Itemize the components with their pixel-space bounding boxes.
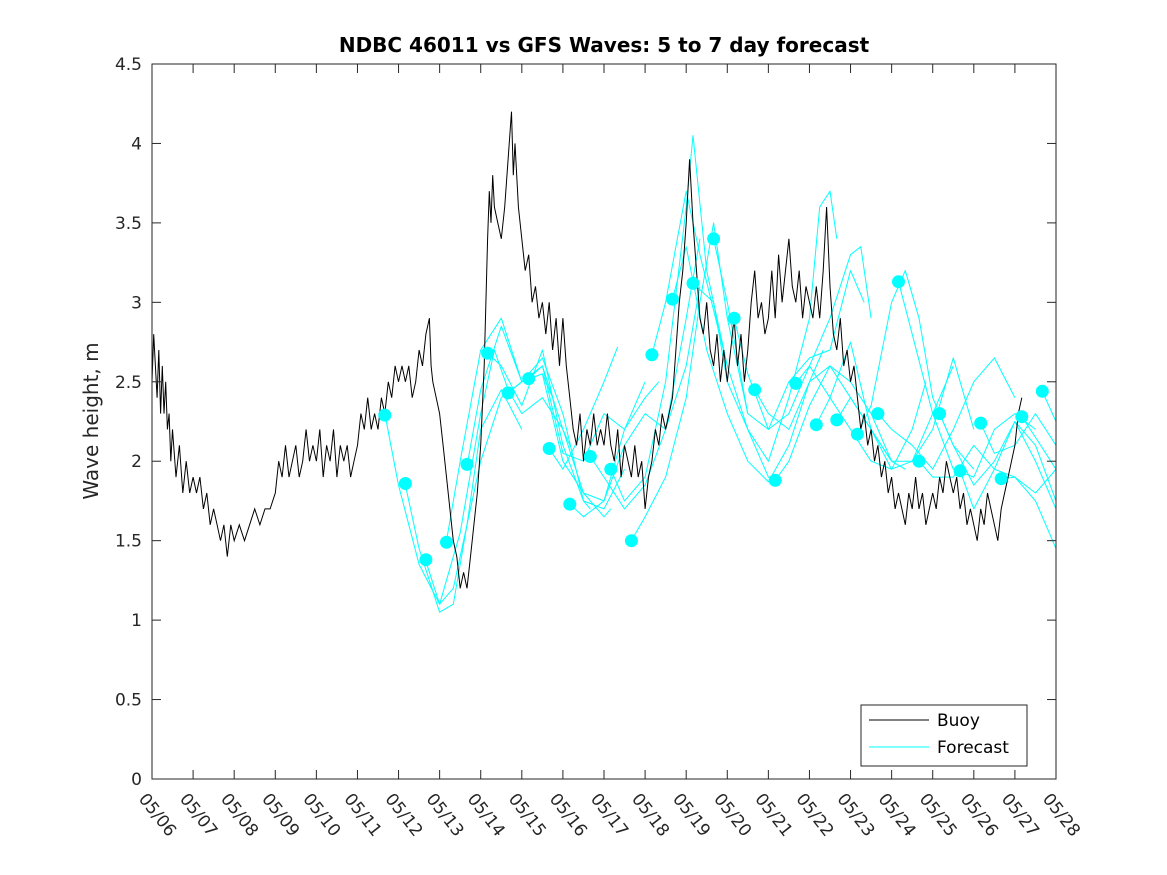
y-tick-label: 2.5 [115, 373, 142, 393]
forecast-line [1021, 416, 1056, 470]
legend-forecast-label: Forecast [937, 738, 1009, 758]
forecast-marker [707, 232, 721, 246]
forecast-marker [440, 535, 453, 549]
forecast-line [918, 444, 1056, 494]
legend-box [860, 704, 1028, 767]
forecast-markers [378, 232, 1049, 567]
forecast-line [651, 190, 783, 481]
forecast-series [384, 135, 1056, 613]
y-tick-label: 4 [131, 134, 142, 154]
forecast-marker [830, 413, 844, 427]
forecast-line [569, 286, 701, 518]
forecast-marker [522, 372, 536, 386]
forecast-marker [460, 457, 474, 471]
forecast-marker [645, 348, 659, 362]
forecast-marker [892, 275, 905, 289]
forecast-marker [994, 472, 1008, 486]
forecast-marker [501, 386, 515, 400]
forecast-line [836, 357, 975, 462]
forecast-marker [809, 418, 823, 432]
forecast-line [589, 238, 701, 510]
forecast-line [877, 357, 1016, 470]
forecast-line [384, 389, 523, 605]
forecast-marker [933, 407, 947, 421]
y-tick-label: 3.5 [115, 214, 142, 234]
forecast-marker [789, 376, 803, 390]
forecast-marker [974, 416, 988, 430]
forecast-line [754, 365, 893, 462]
forecast-marker [604, 462, 618, 476]
forecast-marker [748, 383, 762, 397]
forecast-marker [542, 442, 556, 455]
y-tick-label: 2 [131, 452, 142, 472]
y-axis-label: Wave height, m [79, 342, 103, 499]
forecast-line [692, 190, 838, 462]
forecast-marker [912, 454, 926, 468]
buoy-series [152, 111, 1023, 589]
legend: Buoy Forecast [860, 704, 1028, 767]
forecast-line [939, 413, 1056, 502]
forecast-line [795, 365, 927, 470]
forecast-marker [850, 427, 864, 441]
forecast-marker [624, 534, 638, 548]
y-tick-label: 0 [131, 770, 142, 790]
forecast-marker [1035, 384, 1049, 398]
y-tick-label: 4.5 [115, 55, 142, 75]
forecast-marker [768, 473, 782, 487]
forecast-marker [398, 477, 412, 490]
buoy-line [152, 111, 1023, 589]
forecast-line [630, 222, 749, 541]
y-axis: 0 0.5 1 1.5 2 2.5 3 3.5 4 4.5 [115, 55, 1056, 790]
forecast-line [487, 349, 625, 510]
legend-buoy-label: Buoy [937, 711, 980, 731]
y-tick-label: 1 [131, 611, 142, 631]
forecast-line [959, 421, 1056, 510]
forecast-marker [583, 450, 597, 463]
forecast-line [425, 349, 571, 605]
forecast-marker [666, 292, 679, 306]
forecast-marker [563, 497, 577, 511]
forecast-line [815, 341, 954, 470]
y-tick-label: 3 [131, 293, 142, 313]
forecast-marker [419, 553, 433, 567]
chart-title: NDBC 46011 vs GFS Waves: 5 to 7 day fore… [339, 33, 870, 57]
y-tick-label: 0.5 [115, 691, 142, 711]
y-tick-label: 1.5 [115, 532, 142, 552]
forecast-marker [481, 346, 495, 360]
forecast-marker [1015, 410, 1029, 424]
forecast-marker [871, 407, 885, 421]
forecast-marker [378, 408, 392, 422]
forecast-marker [953, 464, 967, 478]
plot-area [152, 64, 1056, 779]
forecast-marker [727, 311, 741, 325]
forecast-line [528, 365, 660, 462]
forecast-marker [686, 276, 700, 290]
forecast-line [548, 346, 619, 470]
forecast-line [713, 238, 865, 430]
